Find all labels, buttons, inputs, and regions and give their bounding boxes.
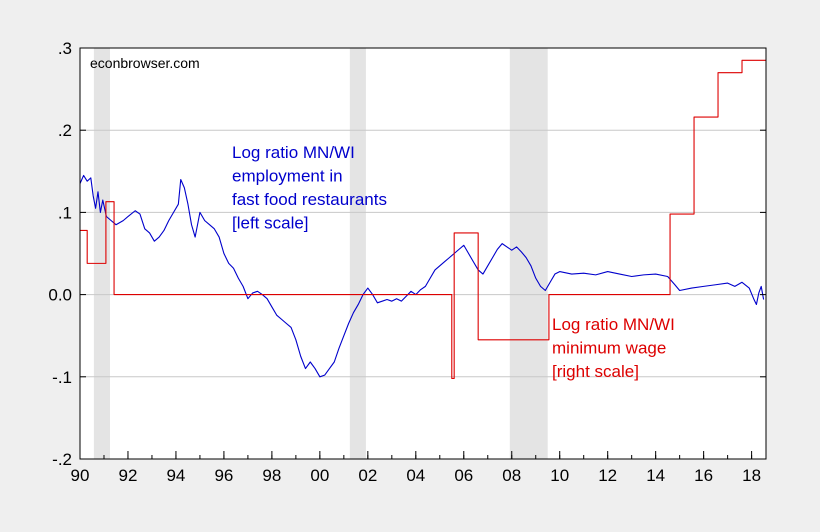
x-tick-label: 96 xyxy=(214,466,233,485)
y-tick-label: 0.0 xyxy=(48,286,72,305)
y-tick-label: -.2 xyxy=(52,450,72,469)
annotation-line: employment in xyxy=(232,167,343,186)
x-tick-label: 08 xyxy=(502,466,521,485)
x-tick-label: 92 xyxy=(119,466,138,485)
x-tick-label: 10 xyxy=(550,466,569,485)
x-tick-label: 06 xyxy=(454,466,473,485)
series-lines xyxy=(79,59,766,379)
plot-frame xyxy=(79,47,767,460)
axes: .3 .2 .1 0.0 -.1 -.290 92 94 96 98 00 02 04 06 08 10 12 1… xyxy=(48,39,766,485)
watermark: econbrowser.com xyxy=(90,55,200,71)
annotation-line: [right scale] xyxy=(552,362,639,381)
y-tick-label: .1 xyxy=(58,203,72,222)
annotation-line: minimum wage xyxy=(552,339,666,358)
x-tick-label: 12 xyxy=(598,466,617,485)
annotation-employment: Log ratio MN/WI employment in fast food re… xyxy=(232,143,387,233)
x-tick-label: 16 xyxy=(694,466,713,485)
recession-bar xyxy=(509,48,548,459)
y-tick-label: .3 xyxy=(58,39,72,58)
recession-shading xyxy=(93,48,548,459)
annotation-line: [left scale] xyxy=(232,214,309,233)
x-tick-label: 90 xyxy=(71,466,90,485)
y-tick-label: .2 xyxy=(58,121,72,140)
annotation-line: fast food restaurants xyxy=(232,190,387,209)
annotation-minimum-wage: Log ratio MN/WI minimum wage [right scale] xyxy=(552,315,675,381)
annotation-line: Log ratio MN/WI xyxy=(232,143,355,162)
series-line-minimum-wage xyxy=(80,59,766,379)
x-tick-label: 18 xyxy=(742,466,761,485)
x-tick-label: 02 xyxy=(358,466,377,485)
x-tick-label: 04 xyxy=(406,466,425,485)
x-tick-label: 98 xyxy=(262,466,281,485)
x-tick-label: 94 xyxy=(166,466,185,485)
series-line-employment xyxy=(79,174,765,378)
plot-area xyxy=(80,48,766,459)
x-tick-label: 14 xyxy=(646,466,665,485)
recession-bar xyxy=(93,48,110,459)
x-tick-label: 00 xyxy=(310,466,329,485)
y-tick-label: -.1 xyxy=(52,368,72,387)
recession-bar xyxy=(349,48,366,459)
annotation-line: Log ratio MN/WI xyxy=(552,315,675,334)
